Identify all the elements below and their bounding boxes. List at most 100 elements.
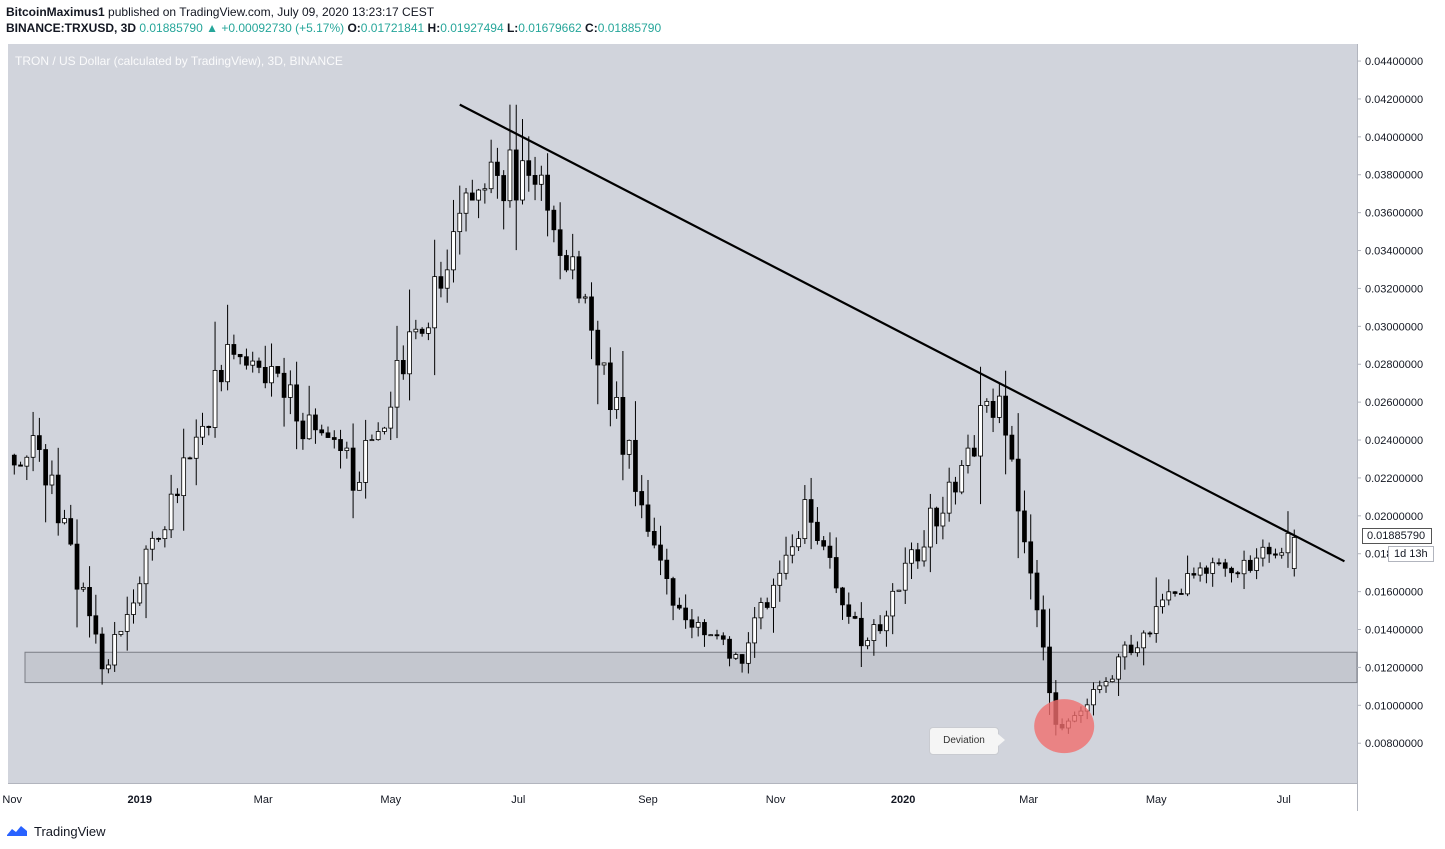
time-tick-label: Sep [638, 794, 658, 806]
candle-body [37, 435, 42, 450]
published-info: published on TradingView.com, July 09, 2… [108, 5, 435, 19]
candle-body [281, 372, 287, 398]
price-change: +0.00092730 (+5.17%) [221, 21, 345, 35]
candle-body [746, 642, 751, 664]
candle-body [68, 518, 74, 545]
candle-body [582, 296, 588, 299]
candle-body [149, 537, 155, 550]
time-tick-label: May [1146, 794, 1167, 806]
candle-body [545, 174, 550, 211]
candle-body [884, 615, 889, 632]
price-tick-label: 0.02000000 [1365, 511, 1423, 523]
candle-body [419, 328, 425, 334]
low-label: L: [506, 21, 519, 35]
candle-body [256, 360, 262, 368]
candle-body [526, 160, 532, 176]
candle-body [1178, 593, 1184, 595]
candle-body [595, 329, 601, 366]
candle-body [614, 397, 619, 411]
candle-body [244, 356, 249, 366]
candle-body [513, 149, 519, 201]
candle-body [1185, 573, 1190, 595]
candle-body [802, 499, 808, 540]
candle-body [758, 602, 764, 619]
candle-body [457, 212, 463, 233]
candle-body [708, 634, 714, 637]
candle-body [294, 384, 299, 422]
candle-body [206, 425, 212, 428]
descending-trendline[interactable] [459, 103, 1345, 563]
candle-body [231, 344, 237, 355]
close-label: C: [585, 21, 598, 35]
footer-brand[interactable]: TradingView [6, 820, 106, 842]
price-tick-label: 0.01000000 [1365, 700, 1423, 712]
candle-body [1103, 681, 1109, 687]
candle-body [1022, 510, 1027, 543]
open-value: 0.01721841 [360, 21, 425, 35]
candle-body [143, 548, 149, 585]
candle-body [451, 231, 456, 271]
high-label: H: [427, 21, 441, 35]
candle-body [1009, 434, 1015, 460]
candle-body [871, 624, 877, 641]
candle-body [739, 654, 745, 664]
candle-body [1003, 395, 1008, 436]
candle-body [846, 604, 852, 617]
candle-body [727, 638, 732, 659]
candle-body [18, 464, 23, 467]
candle-body [934, 507, 939, 527]
deviation-highlight[interactable] [1034, 699, 1095, 754]
candle-body [702, 622, 707, 636]
deviation-callout[interactable]: Deviation [929, 727, 1005, 755]
candle-body [1091, 689, 1096, 706]
price-tick-label: 0.02200000 [1365, 473, 1423, 485]
candle-body [1109, 678, 1115, 683]
candle-body [896, 589, 902, 592]
support-zone[interactable] [24, 651, 1358, 684]
candle-body [796, 538, 801, 548]
author-name[interactable]: BitcoinMaximus1 [6, 5, 105, 19]
candle-body [1273, 553, 1278, 556]
candle-body [488, 161, 494, 190]
open-label: O: [347, 21, 361, 35]
candle-body [507, 149, 513, 202]
candle-body [984, 400, 990, 406]
candle-body [576, 256, 582, 299]
candle-body [200, 425, 205, 438]
candle-body [212, 369, 218, 428]
candle-body [783, 554, 789, 574]
price-tick-label: 0.03600000 [1365, 208, 1423, 220]
price-tick-label: 0.04400000 [1365, 56, 1423, 68]
last-price: 0.01885790 [139, 21, 203, 35]
price-tick-label: 0.02400000 [1365, 435, 1423, 447]
candle-body [1135, 647, 1140, 654]
candle-body [953, 481, 958, 493]
candle-body [670, 578, 676, 606]
candle-body [714, 634, 720, 637]
time-tick-label: Mar [1019, 794, 1038, 806]
candle-body [1015, 458, 1021, 512]
candle-body [495, 161, 500, 176]
candle-body [225, 344, 230, 383]
candle-body [288, 384, 293, 398]
candle-body [620, 397, 626, 455]
last-price-badge-value: 0.01885790 [1367, 530, 1426, 542]
price-tick-label: 0.03200000 [1365, 283, 1423, 295]
candle-body [683, 607, 688, 621]
candle-body [87, 587, 92, 617]
candle-body [677, 604, 682, 609]
candle-body [74, 543, 80, 590]
deviation-label: Deviation [943, 735, 985, 746]
price-tick-label: 0.00800000 [1365, 738, 1423, 750]
candle-body [1160, 599, 1165, 608]
candle-body [664, 559, 670, 579]
chart-header: BitcoinMaximus1 published on TradingView… [6, 4, 661, 36]
candles-group [11, 104, 1297, 736]
candle-body [1191, 573, 1197, 576]
candle-body [1247, 559, 1253, 571]
price-tick-label: 0.04000000 [1365, 132, 1423, 144]
candle-body [162, 529, 168, 540]
candle-body [438, 276, 444, 289]
candle-body [1197, 567, 1203, 576]
